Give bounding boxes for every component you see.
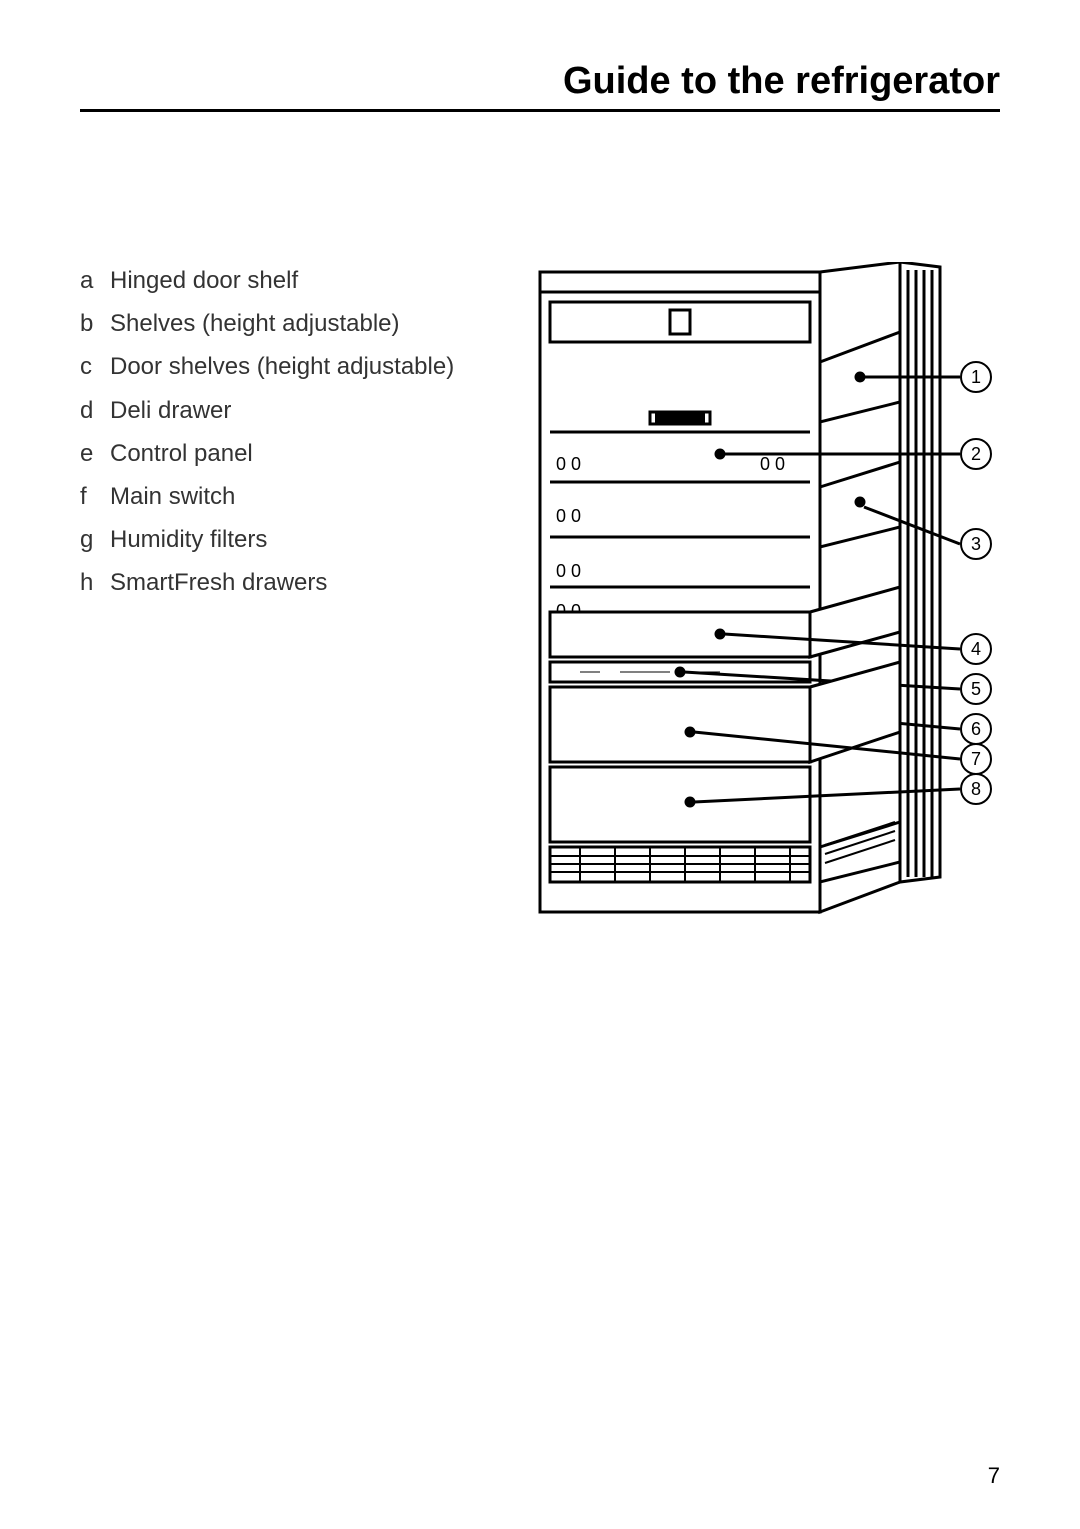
callout-6: 6 — [960, 713, 992, 745]
legend-letter: g — [80, 521, 110, 558]
legend-label: Main switch — [110, 478, 235, 515]
legend-letter: h — [80, 564, 110, 601]
title-rule — [80, 109, 1000, 112]
callout-number: 4 — [960, 633, 992, 665]
legend-item: c Door shelves (height adjustable) — [80, 348, 520, 385]
svg-text:0 0: 0 0 — [556, 561, 581, 581]
legend-letter: f — [80, 478, 110, 515]
legend-item: f Main switch — [80, 478, 520, 515]
callout-5: 5 — [960, 673, 992, 705]
legend-letter: e — [80, 435, 110, 472]
legend-list: a Hinged door shelf b Shelves (height ad… — [80, 262, 520, 608]
legend-label: Deli drawer — [110, 392, 231, 429]
legend-item: b Shelves (height adjustable) — [80, 305, 520, 342]
callout-7: 7 — [960, 743, 992, 775]
legend-item: e Control panel — [80, 435, 520, 472]
legend-label: Shelves (height adjustable) — [110, 305, 400, 342]
callout-3: 3 — [960, 528, 992, 560]
callout-number: 6 — [960, 713, 992, 745]
legend-letter: a — [80, 262, 110, 299]
callout-4: 4 — [960, 633, 992, 665]
content-row: a Hinged door shelf b Shelves (height ad… — [80, 262, 1000, 967]
svg-text:0 0: 0 0 — [760, 454, 785, 474]
legend-letter: b — [80, 305, 110, 342]
callout-number: 3 — [960, 528, 992, 560]
legend-label: Humidity filters — [110, 521, 267, 558]
callout-number: 2 — [960, 438, 992, 470]
legend-label: Control panel — [110, 435, 253, 472]
svg-text:0 0: 0 0 — [556, 454, 581, 474]
legend-letter: c — [80, 348, 110, 385]
legend-label: SmartFresh drawers — [110, 564, 327, 601]
legend-item: d Deli drawer — [80, 392, 520, 429]
refrigerator-svg: 0 0 0 0 0 0 0 0 0 0 — [520, 262, 1000, 962]
svg-text:0 0: 0 0 — [556, 506, 581, 526]
callout-8: 8 — [960, 773, 992, 805]
callout-2: 2 — [960, 438, 992, 470]
callout-1: 1 — [960, 361, 992, 393]
page-number: 7 — [988, 1463, 1000, 1489]
legend-item: h SmartFresh drawers — [80, 564, 520, 601]
refrigerator-diagram: 0 0 0 0 0 0 0 0 0 0 — [520, 262, 1000, 967]
page-title: Guide to the refrigerator — [80, 60, 1000, 103]
legend-letter: d — [80, 392, 110, 429]
legend-item: g Humidity filters — [80, 521, 520, 558]
legend-item: a Hinged door shelf — [80, 262, 520, 299]
callout-number: 7 — [960, 743, 992, 775]
legend-label: Door shelves (height adjustable) — [110, 348, 454, 385]
callout-number: 1 — [960, 361, 992, 393]
callout-number: 8 — [960, 773, 992, 805]
legend-label: Hinged door shelf — [110, 262, 298, 299]
callout-number: 5 — [960, 673, 992, 705]
